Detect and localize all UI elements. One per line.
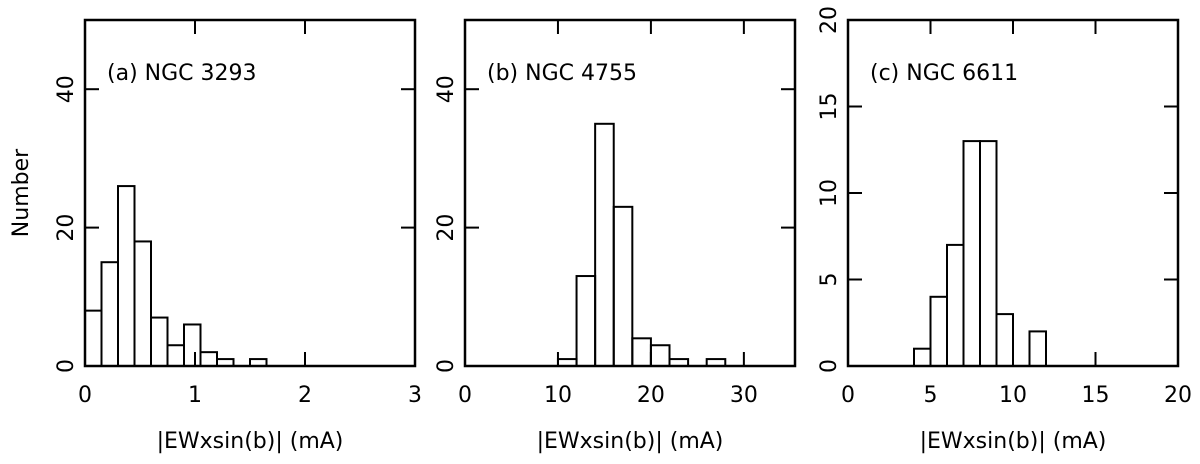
bar	[199, 351, 218, 368]
bar	[166, 344, 185, 367]
x-tick-label: 10	[544, 383, 572, 408]
y-tick-label: 20	[434, 214, 459, 242]
x-tick-label: 0	[841, 383, 855, 408]
bar	[594, 122, 615, 367]
bar	[133, 240, 152, 367]
bar	[649, 344, 671, 367]
x-tick-label: 30	[730, 383, 758, 408]
axes-frame	[463, 18, 797, 368]
bar	[962, 140, 981, 367]
bar	[929, 295, 948, 367]
y-tick-label: 15	[817, 93, 842, 121]
bar	[84, 309, 103, 368]
bar	[150, 316, 169, 367]
x-tick-label: 0	[78, 383, 92, 408]
bar	[946, 243, 965, 367]
x-axis-label: |EWxsin(b)| (mA)	[537, 429, 724, 454]
bar	[575, 275, 597, 368]
y-axis-label: Number	[9, 148, 34, 237]
x-tick-label: 5	[924, 383, 938, 408]
y-tick-label: 5	[817, 273, 842, 287]
axes-frame	[83, 18, 417, 368]
y-tick-label: 40	[434, 75, 459, 103]
panel-title: (b) NGC 4755	[487, 61, 637, 86]
y-tick-label: 0	[434, 359, 459, 373]
y-tick-label: 0	[54, 359, 79, 373]
x-tick-label: 10	[999, 383, 1027, 408]
bar	[117, 185, 136, 367]
y-tick-label: 40	[54, 75, 79, 103]
x-tick-label: 15	[1082, 383, 1110, 408]
bar	[100, 261, 119, 368]
x-tick-label: 20	[1164, 383, 1192, 408]
bar	[1028, 330, 1047, 367]
bar	[612, 205, 634, 367]
x-axis-label: |EWxsin(b)| (mA)	[920, 429, 1107, 454]
bar	[183, 323, 202, 368]
x-tick-label: 1	[188, 383, 202, 408]
y-tick-label: 10	[817, 179, 842, 207]
x-tick-label: 3	[408, 383, 422, 408]
bar	[995, 313, 1014, 368]
x-tick-label: 0	[458, 383, 472, 408]
panel-title: (a) NGC 3293	[107, 61, 257, 86]
y-tick-label: 20	[817, 6, 842, 34]
x-tick-label: 20	[637, 383, 665, 408]
panel-title: (c) NGC 6611	[870, 61, 1018, 86]
bar	[631, 337, 652, 368]
y-tick-label: 20	[54, 214, 79, 242]
y-tick-label: 0	[817, 359, 842, 373]
bar	[913, 347, 932, 368]
bar	[979, 140, 998, 367]
x-axis-label: |EWxsin(b)| (mA)	[157, 429, 344, 454]
x-tick-label: 2	[298, 383, 312, 408]
